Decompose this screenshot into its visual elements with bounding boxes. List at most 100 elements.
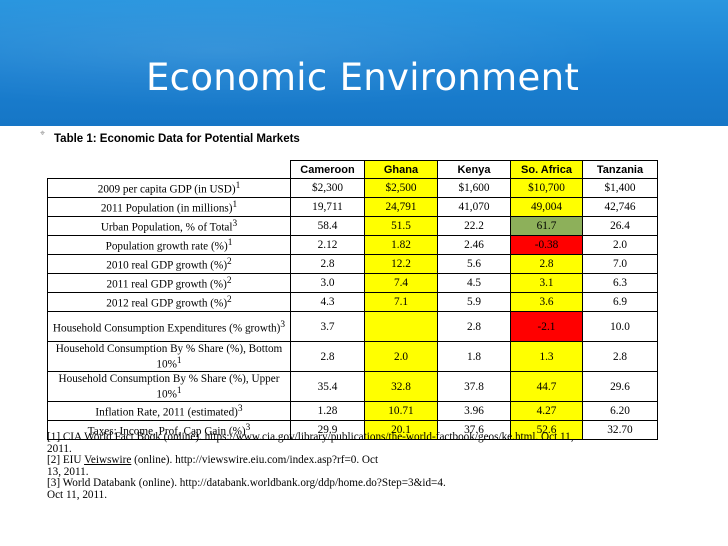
table-cell: 10.0 (582, 311, 658, 342)
row-label: 2011 Population (in millions)1 (47, 197, 291, 217)
table-cell: 35.4 (290, 371, 365, 402)
column-header-cameroon: Cameroon (290, 160, 365, 179)
column-header-ghana: Ghana (364, 160, 438, 179)
row-label: Urban Population, % of Total3 (47, 216, 291, 236)
footnote-1-line-1: [1] CIA World Fact Book (online). https:… (47, 431, 574, 443)
table-cell: 41,070 (437, 197, 511, 217)
table-cell: $1,600 (437, 178, 511, 198)
footnotes: [1] CIA World Fact Book (online). https:… (47, 431, 687, 502)
row-label: Population growth rate (%)1 (47, 235, 291, 255)
footnote-3-line-1: [3] World Databank (online). http://data… (47, 477, 446, 490)
table-cell: 3.0 (290, 273, 365, 293)
column-header-so-africa: So. Africa (510, 160, 583, 179)
table-cell: 32.70 (582, 420, 658, 440)
column-header-tanzania: Tanzania (582, 160, 658, 179)
table-cell: 49,004 (510, 197, 583, 217)
table-cell: 2.46 (437, 235, 511, 255)
table-cell: 10.71 (364, 401, 438, 421)
table-row: 2010 real GDP growth (%)2 2.8 12.2 5.6 2… (47, 254, 658, 274)
table-cell: 3.7 (290, 311, 365, 342)
table-cell: 2.8 (290, 341, 365, 372)
table-caption: Table 1: Economic Data for Potential Mar… (54, 133, 300, 145)
table-cell: 2.8 (290, 254, 365, 274)
table-cell: 26.4 (582, 216, 658, 236)
table-row: 2009 per capita GDP (in USD)1 $2,300 $2,… (47, 178, 658, 198)
row-label: Household Consumption Expenditures (% gr… (47, 311, 291, 342)
table-row: 2012 real GDP growth (%)2 4.3 7.1 5.9 3.… (47, 292, 658, 312)
table-cell: 1.8 (437, 341, 511, 372)
table-cell: 6.9 (582, 292, 658, 312)
table-row: Population growth rate (%)1 2.12 1.82 2.… (47, 235, 658, 255)
table-cell: 22.2 (437, 216, 511, 236)
row-label: 2012 real GDP growth (%)2 (47, 292, 291, 312)
row-label: 2009 per capita GDP (in USD)1 (47, 178, 291, 198)
row-label: 2011 real GDP growth (%)2 (47, 273, 291, 293)
table-cell: 37.6 (437, 420, 511, 440)
slide-title: Economic Environment (146, 56, 580, 99)
table-cell: 4.27 (510, 401, 583, 421)
table-cell: 12.2 (364, 254, 438, 274)
row-label: Taxes: Income, Prof, Cap Gain (%)3 (47, 420, 291, 440)
table-cell: 2.8 (510, 254, 583, 274)
table-header-row: Cameroon Ghana Kenya So. Africa Tanzania (48, 160, 658, 179)
table-row: Urban Population, % of Total3 58.4 51.5 … (47, 216, 658, 236)
table-cell: 52.6 (510, 420, 583, 440)
footnote-1-line-2: 2011. (47, 442, 72, 455)
table-cell: 44.7 (510, 371, 583, 402)
table-cell: 6.3 (582, 273, 658, 293)
table-cell: -2.1 (510, 311, 583, 342)
table-cell: 4.3 (290, 292, 365, 312)
table-row: Inflation Rate, 2011 (estimated)3 1.28 1… (47, 401, 658, 421)
table-cell: 5.6 (437, 254, 511, 274)
table-cell: 6.20 (582, 401, 658, 421)
table-cell: 2.8 (582, 341, 658, 372)
table-cell: $2,300 (290, 178, 365, 198)
table-cell: 7.0 (582, 254, 658, 274)
row-label: Household Consumption By % Share (%), Up… (47, 371, 291, 402)
footnote-3-line-2: Oct 11, 2011. (47, 488, 108, 501)
table-cell: 29.6 (582, 371, 658, 402)
table-cell: 2.0 (582, 235, 658, 255)
footnote-2-line-1: [2] EIU Veiwswire (online). http://views… (47, 454, 379, 467)
table-cell: 1.3 (510, 341, 583, 372)
table-cell: 2.0 (364, 341, 438, 372)
slide-header: Economic Environment (0, 0, 728, 126)
table-cell: 1.28 (290, 401, 365, 421)
table-cell: 7.1 (364, 292, 438, 312)
table-cell: 19,711 (290, 197, 365, 217)
table-row: 2011 Population (in millions)1 19,711 24… (47, 197, 658, 217)
table-row: Taxes: Income, Prof, Cap Gain (%)3 29.9 … (47, 420, 658, 440)
table-cell (364, 311, 438, 342)
table-cell: 5.9 (437, 292, 511, 312)
table-cell: 3.6 (510, 292, 583, 312)
table-row: Household Consumption By % Share (%), Up… (47, 371, 658, 402)
table-cell: $2,500 (364, 178, 438, 198)
table-cell: 20.1 (364, 420, 438, 440)
table-cell: 42,746 (582, 197, 658, 217)
table-cell: 3.96 (437, 401, 511, 421)
table-cell: 61.7 (510, 216, 583, 236)
table-row: Household Consumption By % Share (%), Bo… (47, 341, 658, 372)
table-cell: 2.12 (290, 235, 365, 255)
table-cell: 2.8 (437, 311, 511, 342)
table-cell: 37.8 (437, 371, 511, 402)
anchor-icon: ⌖ (40, 128, 46, 138)
table-cell: 51.5 (364, 216, 438, 236)
table-cell: $10,700 (510, 178, 583, 198)
table-cell: 3.1 (510, 273, 583, 293)
table-row: 2011 real GDP growth (%)2 3.0 7.4 4.5 3.… (47, 273, 658, 293)
table-cell: $1,400 (582, 178, 658, 198)
table-cell: 7.4 (364, 273, 438, 293)
table-cell: -0.38 (510, 235, 583, 255)
table-cell: 24,791 (364, 197, 438, 217)
table-cell: 29.9 (290, 420, 365, 440)
column-header-kenya: Kenya (437, 160, 511, 179)
table-cell: 58.4 (290, 216, 365, 236)
row-label: Inflation Rate, 2011 (estimated)3 (47, 401, 291, 421)
header-blank-cell (48, 161, 291, 179)
economic-data-table: Cameroon Ghana Kenya So. Africa Tanzania… (47, 160, 658, 440)
table-cell: 32.8 (364, 371, 438, 402)
row-label: 2010 real GDP growth (%)2 (47, 254, 291, 274)
footnote-2-line-2: 13, 2011. (47, 465, 89, 478)
table-cell: 1.82 (364, 235, 438, 255)
